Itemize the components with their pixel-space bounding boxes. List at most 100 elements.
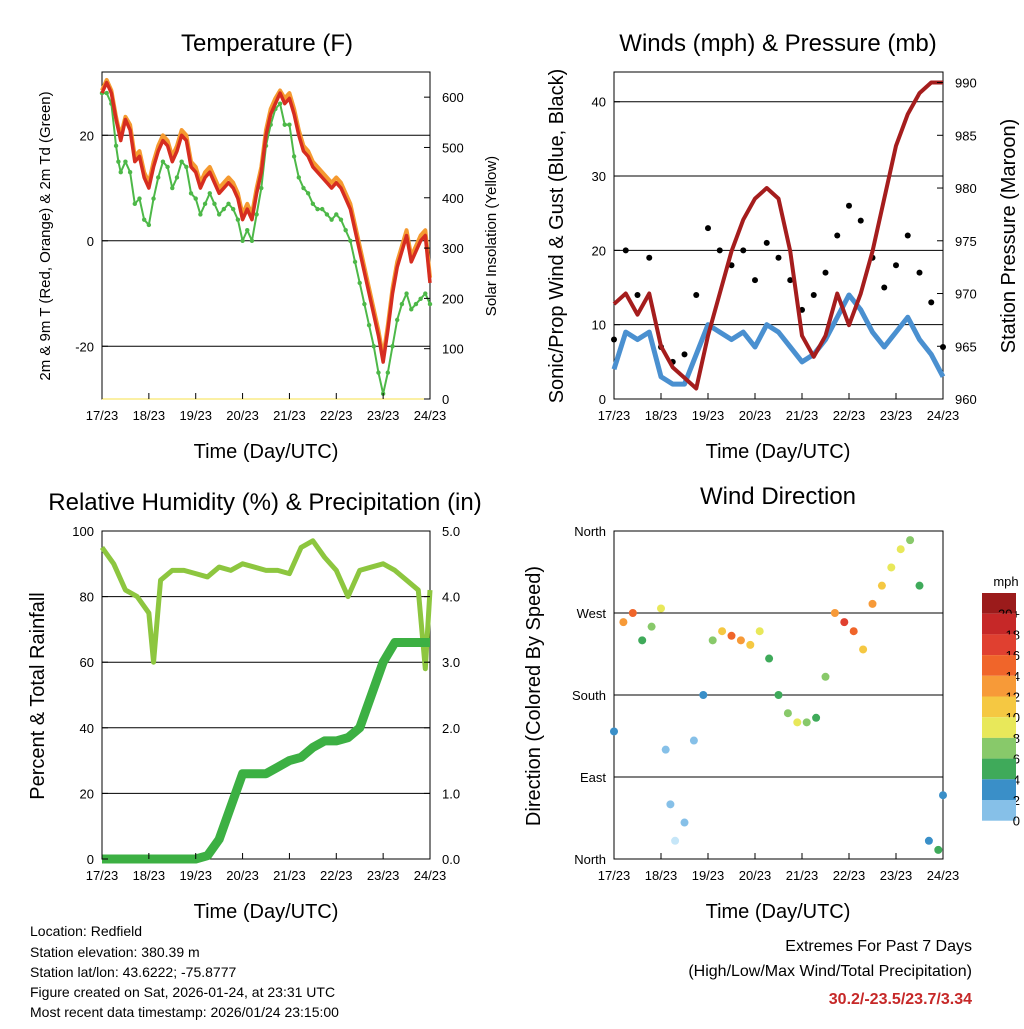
y-tick-label: South (572, 688, 606, 703)
y-tick-label: 100 (72, 524, 94, 539)
direction-point (619, 618, 628, 627)
winds-xlabel: Time (Day/UTC) (706, 441, 851, 463)
y-tick-label: 200 (442, 291, 464, 306)
legend-swatch (982, 634, 1016, 656)
x-tick-label: 21/23 (273, 408, 306, 423)
humidity-title: Relative Humidity (%) & Precipitation (i… (48, 489, 481, 516)
direction-point (896, 545, 905, 554)
y-tick-label: 5.0 (442, 524, 460, 539)
direction-point (840, 618, 849, 627)
info-recent: Most recent data timestamp: 2026/01/24 2… (30, 1004, 339, 1020)
direction-x-ticks: 17/23 18/23 19/23 20/23 21/23 22/23 23/23 24/23 (598, 853, 959, 883)
temp-9m-line (100, 77, 432, 359)
winds-x-ticks: 17/23 18/23 19/23 20/23 21/23 22/23 23/23 24/23 (598, 393, 960, 423)
gust-series-point (705, 225, 711, 232)
x-tick-label: 21/23 (273, 868, 306, 883)
x-tick-label: 18/23 (645, 868, 678, 883)
temperature-series (99, 77, 433, 400)
humidity-ylabel-left: Percent & Total Rainfall (27, 592, 49, 800)
x-tick-label: 22/23 (833, 408, 866, 423)
humidity-right-ticks: 0.0 1.0 2.0 3.0 4.0 5.0 (424, 524, 460, 867)
gust-series-point (716, 247, 723, 254)
winds-left-ticks: 0 10 20 30 40 (592, 95, 620, 407)
y-tick-label: 1.0 (442, 786, 460, 801)
x-tick-label: 20/23 (226, 408, 259, 423)
direction-point (830, 609, 839, 617)
gust-series-point (775, 254, 782, 261)
direction-point (887, 563, 896, 572)
direction-point (906, 536, 915, 545)
direction-point (812, 713, 821, 722)
gust-series-point (810, 291, 817, 298)
x-tick-label: 24/23 (927, 408, 960, 423)
x-tick-label: 21/23 (786, 868, 819, 883)
direction-point (877, 581, 886, 590)
gust-series-point (904, 232, 911, 239)
direction-point (708, 636, 717, 645)
y-tick-label: 980 (955, 181, 977, 196)
gust-series-point (763, 239, 770, 246)
rh-line (99, 538, 433, 672)
gust-series-point (681, 351, 688, 358)
x-tick-label: 23/23 (367, 408, 400, 423)
direction-point (765, 654, 774, 663)
legend-swatch (982, 593, 1016, 614)
info-created: Figure created on Sat, 2026-01-24, at 23… (30, 984, 335, 1000)
winds-ylabel-left: Sonic/Prop Wind & Gust (Blue, Black) (546, 69, 568, 404)
winds-ylabel-right: Station Pressure (Maroon) (998, 119, 1020, 354)
extremes-box: Extremes For Past 7 Days (High/Low/Max W… (688, 938, 972, 1008)
temperature-right-ticks: 0 100 200 300 400 500 600 (424, 90, 464, 407)
gust-series-point (622, 247, 629, 254)
gust-series-point (693, 291, 700, 298)
legend-swatch (982, 800, 1016, 821)
y-tick-label: 0.0 (442, 852, 460, 867)
direction-ylabel-left: Direction (Colored By Speed) (523, 566, 545, 826)
y-tick-label: -20 (75, 339, 94, 354)
direction-point (821, 672, 830, 681)
direction-point (638, 636, 647, 645)
x-tick-label: 23/23 (880, 408, 913, 423)
gust-series-point (846, 202, 852, 209)
y-tick-label: 970 (955, 287, 977, 302)
x-tick-label: 20/23 (739, 408, 772, 423)
x-tick-label: 19/23 (179, 408, 212, 423)
pressure-line (612, 80, 943, 391)
direction-point (755, 627, 764, 636)
direction-point (849, 627, 858, 636)
temperature-panel: Temperature (F) -20 0 20 0 100 200 300 400 500 6… (37, 30, 500, 463)
y-tick-label: North (574, 524, 606, 539)
x-tick-label: 22/23 (833, 868, 866, 883)
legend-swatch (982, 613, 1016, 635)
winds-series (611, 80, 946, 391)
x-tick-label: 20/23 (739, 868, 772, 883)
winds-panel: Winds (mph) & Pressure (mb) 0 10 20 30 40 96… (546, 30, 1020, 463)
gust-series-point (740, 247, 747, 254)
direction-point (868, 599, 877, 608)
gust-series-point (787, 277, 794, 284)
direction-point (793, 718, 802, 727)
temp-2m-line (100, 80, 432, 364)
direction-point (727, 631, 736, 640)
legend-label: 6 (1013, 752, 1020, 767)
legend-swatch (982, 655, 1016, 676)
temperature-left-ticks: -20 0 20 (75, 128, 108, 354)
direction-point (939, 791, 947, 800)
y-tick-label: 20 (80, 786, 94, 801)
y-tick-label: 0 (442, 392, 449, 407)
x-tick-label: 19/23 (692, 408, 725, 423)
x-tick-label: 18/23 (133, 868, 166, 883)
direction-point (666, 800, 675, 809)
wind-speed-line (611, 292, 946, 387)
x-tick-label: 17/23 (598, 408, 631, 423)
extremes-title: Extremes For Past 7 Days (785, 938, 972, 955)
gust-series-point (893, 262, 899, 269)
direction-point (647, 622, 656, 631)
direction-point (915, 581, 924, 590)
humidity-x-ticks: 17/23 18/23 19/23 20/23 21/23 22/23 23/23 24/23 (86, 853, 446, 883)
x-tick-label: 18/23 (645, 408, 678, 423)
direction-point (699, 691, 708, 699)
station-info: Location: Redfield Station elevation: 38… (30, 923, 339, 1020)
y-tick-label: 4.0 (442, 590, 460, 605)
gust-series-point (752, 277, 758, 284)
temperature-title: Temperature (F) (181, 30, 353, 57)
